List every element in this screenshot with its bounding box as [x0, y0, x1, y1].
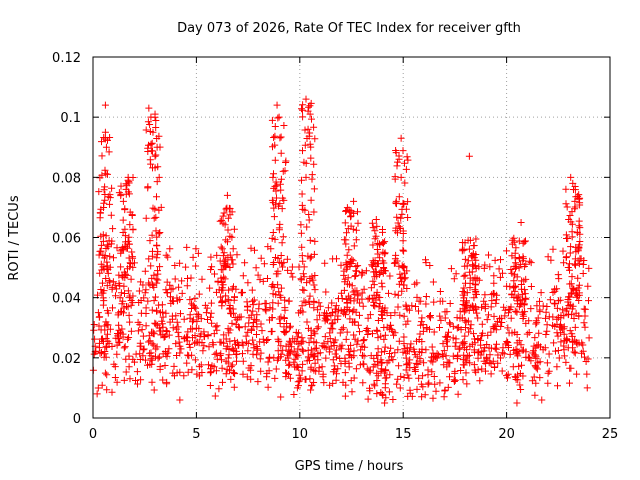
- data-point: [302, 173, 310, 181]
- plot-frame: [92, 56, 611, 419]
- data-point: [124, 173, 132, 181]
- data-point: [567, 173, 575, 181]
- data-point: [306, 110, 314, 118]
- data-point: [157, 203, 165, 211]
- data-point: [279, 167, 287, 175]
- y-tick-label: 0.04: [52, 292, 81, 307]
- y-axis-label: ROTI / TECUs: [7, 195, 22, 280]
- data-point: [155, 173, 163, 181]
- data-point: [538, 396, 546, 404]
- data-point: [513, 399, 521, 407]
- data-point: [149, 128, 157, 136]
- tick-labels: 0 5 10 15 20 25 0 0.02 0.04 0.06 0.08 0.1 0.12: [52, 51, 618, 442]
- data-point: [103, 170, 111, 178]
- x-tick-label: 0: [89, 427, 97, 442]
- x-axis-label: GPS time / hours: [295, 459, 404, 474]
- data-point: [147, 113, 155, 121]
- data-point: [397, 134, 405, 142]
- data-point: [302, 95, 310, 103]
- x-tick-label: 15: [395, 427, 412, 442]
- data-point: [106, 200, 114, 208]
- y-tick-label: 0.08: [52, 171, 81, 186]
- data-point: [145, 104, 153, 112]
- data-point: [271, 182, 279, 190]
- y-tick-label: 0.06: [52, 232, 81, 247]
- data-point: [277, 149, 285, 157]
- x-tick-label: 25: [602, 427, 619, 442]
- data-point-cloud: [89, 99, 593, 403]
- data-point: [569, 179, 577, 187]
- data-point: [350, 197, 358, 205]
- data-point: [399, 200, 407, 208]
- data-point: [93, 390, 101, 398]
- data-point: [465, 152, 473, 160]
- data-point: [381, 399, 389, 407]
- x-tick-label: 20: [498, 427, 515, 442]
- data-points: [89, 95, 593, 407]
- data-point: [395, 155, 403, 163]
- y-tick-label: 0: [73, 412, 81, 427]
- y-tick-label: 0.1: [60, 111, 81, 126]
- data-point: [269, 173, 277, 181]
- data-point: [300, 158, 308, 166]
- grid-lines: [93, 57, 610, 418]
- data-point: [583, 384, 591, 392]
- axis-ticks: [92, 56, 611, 419]
- data-point: [176, 396, 184, 404]
- data-point: [102, 143, 110, 151]
- data-point: [372, 215, 380, 223]
- data-point: [275, 113, 283, 121]
- data-point: [565, 215, 573, 223]
- chart-title: Day 073 of 2026, Rate Of TEC Index for r…: [177, 21, 521, 36]
- data-point: [223, 191, 231, 199]
- x-tick-label: 10: [292, 427, 309, 442]
- data-point: [101, 128, 109, 136]
- data-point: [571, 197, 579, 205]
- data-point: [350, 209, 358, 217]
- data-point: [151, 110, 159, 118]
- data-point: [122, 185, 130, 193]
- data-point: [273, 101, 281, 109]
- y-tick-label: 0.12: [52, 51, 81, 66]
- data-point: [304, 125, 312, 133]
- x-tick-label: 5: [192, 427, 200, 442]
- data-point: [397, 173, 405, 181]
- data-point: [101, 101, 109, 109]
- data-point: [153, 143, 161, 151]
- y-tick-label: 0.02: [52, 352, 81, 367]
- data-point: [517, 218, 525, 226]
- data-point: [306, 140, 314, 148]
- data-point: [151, 152, 159, 160]
